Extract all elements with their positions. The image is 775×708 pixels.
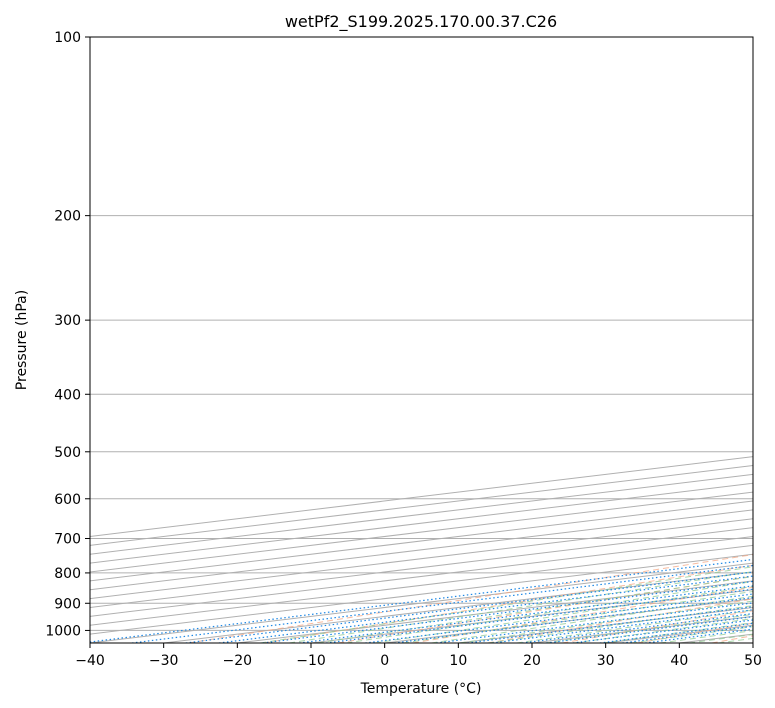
y-tick-label: 600 <box>54 492 81 508</box>
isotherm-line <box>90 464 753 546</box>
mixing-ratio-lines <box>90 558 753 643</box>
x-axis-title: Temperature (°C) <box>360 681 482 697</box>
mixing-ratio-line <box>218 575 753 643</box>
grid-layer <box>90 37 753 643</box>
mixing-ratio-line <box>299 585 753 643</box>
moist-adiabats <box>260 566 753 643</box>
x-tick-label: 10 <box>449 653 467 669</box>
dry-adiabat-line <box>338 575 753 643</box>
isotherm-line <box>90 491 753 573</box>
isotherm-line <box>90 518 753 600</box>
isotherm-line <box>90 509 753 591</box>
y-tick-label: 700 <box>54 532 81 548</box>
x-tick-label: 50 <box>744 653 762 669</box>
y-axis-title: Pressure (hPa) <box>14 290 30 390</box>
x-tick-label: 30 <box>597 653 615 669</box>
y-tick-label: 500 <box>54 445 81 461</box>
moist-adiabat-line <box>431 595 753 643</box>
y-tick-label: 1000 <box>45 623 81 639</box>
x-tick-label: 0 <box>380 653 389 669</box>
y-tick-label: 900 <box>54 596 81 612</box>
chart-title: wetPf2_S199.2025.170.00.37.C26 <box>285 12 557 32</box>
isotherm-line <box>90 482 753 564</box>
y-tick-label: 300 <box>54 313 81 329</box>
x-tick-label: 20 <box>523 653 541 669</box>
dry-adiabat-line <box>188 554 753 643</box>
y-axis-ticks: 100 200 300 400 500 600 700 800 900 1000 <box>45 30 90 639</box>
y-tick-label: 400 <box>54 387 81 403</box>
x-axis-ticks: −40 −30 −20 −10 0 10 20 30 40 50 <box>75 643 762 669</box>
isotherm-line <box>90 500 753 582</box>
plot-frame <box>89 36 754 644</box>
dry-adiabats <box>188 554 753 643</box>
x-tick-label: −30 <box>149 653 179 669</box>
y-tick-label: 100 <box>54 30 81 46</box>
moist-adiabat-line <box>374 585 753 643</box>
moist-adiabat-line <box>260 566 753 643</box>
isotherm-line <box>90 535 753 617</box>
isotherm-line <box>90 527 753 609</box>
mixing-ratio-line <box>326 588 753 643</box>
moist-adiabat-line <box>346 580 753 643</box>
isotherm-line <box>90 473 753 555</box>
y-tick-label: 800 <box>54 566 81 582</box>
mixing-ratio-line <box>262 580 753 643</box>
x-tick-label: −40 <box>75 653 105 669</box>
plot-area <box>90 37 753 643</box>
x-tick-label: −10 <box>296 653 326 669</box>
y-tick-label: 200 <box>54 209 81 225</box>
x-tick-label: 40 <box>670 653 688 669</box>
x-tick-label: −20 <box>223 653 253 669</box>
mixing-ratio-line <box>90 558 753 643</box>
